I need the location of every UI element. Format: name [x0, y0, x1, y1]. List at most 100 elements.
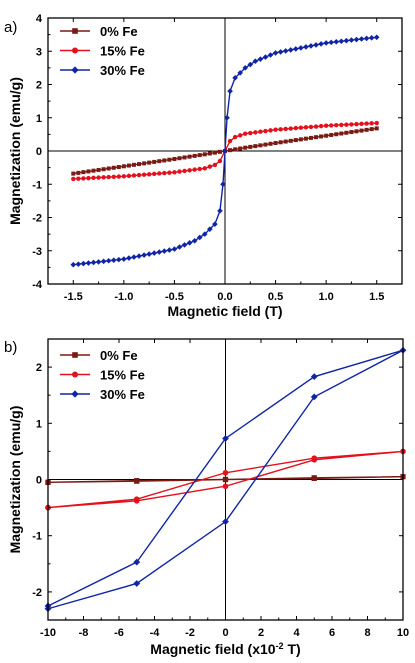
data-point	[324, 133, 329, 138]
data-point	[110, 257, 117, 263]
data-point	[172, 170, 177, 175]
data-point	[329, 132, 334, 137]
data-point	[182, 168, 187, 174]
data-point	[162, 158, 167, 163]
data-point	[197, 166, 202, 172]
legend-label: 30% Fe	[100, 63, 145, 78]
x-tick-label: 1.0	[318, 291, 333, 303]
data-point	[287, 47, 294, 53]
data-point	[293, 125, 298, 131]
data-point	[374, 120, 379, 126]
data-point	[217, 158, 223, 164]
data-point	[207, 151, 212, 156]
data-point	[147, 160, 152, 165]
data-point	[267, 52, 274, 58]
data-point	[85, 260, 92, 266]
data-point	[71, 171, 76, 176]
data-point	[248, 144, 253, 149]
legend-label: 0% Fe	[100, 348, 138, 363]
data-point	[308, 124, 314, 130]
data-point	[222, 483, 229, 490]
data-point	[303, 44, 309, 50]
data-point	[167, 157, 172, 162]
data-point	[237, 70, 243, 76]
data-point	[96, 175, 101, 180]
data-point	[247, 61, 254, 68]
data-point	[354, 121, 359, 127]
data-point	[197, 153, 202, 158]
data-point	[334, 122, 339, 128]
data-point	[348, 37, 355, 43]
data-point	[111, 165, 116, 170]
data-point	[91, 168, 96, 173]
data-point	[253, 130, 258, 135]
data-point	[167, 170, 172, 175]
data-point	[232, 75, 238, 81]
y-tick-label: 2	[36, 80, 42, 92]
x-tick-label: -1.0	[114, 291, 133, 303]
data-point	[186, 240, 193, 246]
data-point	[116, 165, 121, 170]
data-point	[202, 166, 207, 171]
data-point	[172, 156, 177, 161]
legend-marker	[72, 352, 78, 358]
data-point	[131, 254, 137, 260]
data-point	[146, 172, 152, 177]
data-point	[313, 124, 319, 129]
data-point	[310, 393, 318, 401]
data-point	[131, 162, 136, 167]
data-point	[212, 162, 218, 168]
data-point	[126, 163, 131, 168]
x-tick-label: 4	[293, 627, 300, 639]
data-point	[338, 38, 345, 45]
x-tick-label: -1.5	[64, 291, 83, 303]
legend-marker	[72, 371, 78, 378]
data-point	[121, 164, 126, 169]
data-point	[308, 43, 314, 49]
y-axis-label: Magnetization (emu/g)	[7, 406, 23, 554]
data-point	[71, 176, 76, 182]
data-point	[106, 174, 111, 180]
panel-label: b)	[4, 339, 17, 356]
data-point	[81, 176, 86, 181]
data-point	[233, 147, 238, 152]
data-point	[137, 162, 142, 167]
data-point	[133, 580, 141, 587]
x-tick-label: 10	[397, 627, 409, 639]
data-point	[224, 114, 230, 121]
data-point	[133, 558, 141, 566]
data-point	[181, 242, 188, 248]
data-point	[243, 131, 248, 136]
data-point	[76, 170, 81, 175]
data-point	[253, 144, 258, 149]
y-tick-label: 2	[36, 362, 42, 374]
data-point	[166, 247, 173, 253]
data-point	[111, 174, 116, 180]
data-point	[293, 138, 298, 143]
data-point	[141, 252, 147, 258]
legend-label: 30% Fe	[100, 387, 145, 402]
y-tick-label: 4	[36, 13, 43, 25]
data-point	[222, 518, 229, 526]
data-point	[238, 146, 243, 151]
y-tick-label: 0	[36, 146, 42, 158]
data-point	[318, 123, 324, 129]
data-point	[222, 469, 229, 476]
data-point	[207, 226, 213, 232]
data-point	[157, 171, 162, 176]
data-point	[242, 65, 249, 71]
data-point	[277, 49, 284, 55]
data-point	[354, 129, 359, 134]
data-point	[323, 123, 329, 128]
data-point	[161, 248, 168, 254]
data-point	[298, 137, 303, 142]
data-point	[263, 142, 268, 147]
data-point	[91, 175, 96, 181]
data-point	[333, 39, 340, 45]
data-point	[182, 155, 187, 160]
data-point	[278, 140, 283, 145]
x-tick-label: 2	[258, 627, 264, 639]
data-point	[126, 255, 132, 261]
